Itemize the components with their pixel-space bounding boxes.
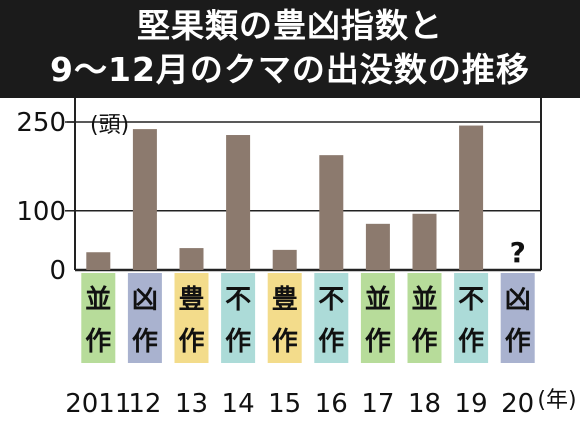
nut-index-badge-19 (454, 273, 489, 363)
x-tick-label-17: 17 (361, 389, 394, 419)
chart-title-line-2: 9～12月のクマの出没数の推移 (50, 50, 530, 89)
bar-14 (226, 135, 251, 270)
missing-value-label: ? (510, 236, 526, 269)
nut-index-badge-18 (407, 273, 442, 363)
bars: ? (86, 125, 526, 270)
title-band: 堅果類の豊凶指数と 9～12月のクマの出没数の推移 (0, 0, 580, 98)
nut-index-char-2: 作 (458, 327, 484, 357)
x-tick-label-20: 20 (501, 389, 534, 419)
bar-18 (412, 213, 437, 270)
bar-19 (459, 125, 484, 270)
nut-index-char-2: 作 (178, 327, 204, 357)
x-tick-label-13: 13 (175, 389, 208, 419)
nut-index-char-1: 並 (85, 285, 111, 315)
nut-index-char-1: 並 (411, 285, 437, 315)
y-tick-label-100: 100 (16, 197, 66, 227)
nut-index-char-1: 不 (458, 285, 484, 315)
x-tick-label-16: 16 (315, 389, 348, 419)
nut-index-badge-14 (221, 273, 256, 363)
nut-index-badge-16 (314, 273, 349, 363)
nut-index-char-1: 凶 (505, 285, 531, 315)
x-tick-label-15: 15 (268, 389, 301, 419)
x-tick-label-2011: 2011 (65, 389, 131, 419)
nut-index-char-2: 作 (318, 327, 344, 357)
chart-title-line-1: 堅果類の豊凶指数と (137, 6, 443, 45)
nut-index-badge-20 (500, 273, 535, 363)
x-tick-label-19: 19 (455, 389, 488, 419)
y-tick-label-0: 0 (49, 256, 66, 286)
nut-index-char-1: 豊 (272, 285, 298, 315)
bar-2011 (86, 252, 111, 270)
nut-index-badge-12 (127, 273, 162, 363)
nut-index-char-2: 作 (411, 327, 437, 357)
nut-index-char-2: 作 (505, 327, 531, 357)
x-tick-label-18: 18 (408, 389, 441, 419)
nut-index-char-1: 不 (225, 285, 251, 315)
nut-index-badge-15 (267, 273, 302, 363)
x-tick-label-12: 12 (128, 389, 161, 419)
bar-15 (272, 249, 297, 270)
bar-13 (179, 248, 204, 270)
nut-index-badge-13 (174, 273, 209, 363)
y-tick-label-250: 250 (16, 108, 66, 138)
nut-index-char-2: 作 (132, 327, 158, 357)
nut-index-char-2: 作 (272, 327, 298, 357)
bar-16 (319, 155, 344, 270)
y-unit-label: (頭) (90, 113, 129, 138)
nut-index-char-2: 作 (85, 327, 111, 357)
bar-12 (132, 129, 157, 270)
nut-index-badge-17 (360, 273, 395, 363)
nut-index-badge-2011 (81, 273, 116, 363)
x-unit-label: (年) (537, 388, 576, 413)
nut-index-char-2: 作 (365, 327, 391, 357)
x-tick-label-14: 14 (222, 389, 255, 419)
nut-index-char-1: 凶 (132, 285, 158, 315)
bar-17 (365, 223, 390, 270)
nut-index-char-1: 並 (365, 285, 391, 315)
nut-index-char-2: 作 (225, 327, 251, 357)
nut-index-char-1: 豊 (178, 285, 204, 315)
nut-index-char-1: 不 (318, 285, 344, 315)
